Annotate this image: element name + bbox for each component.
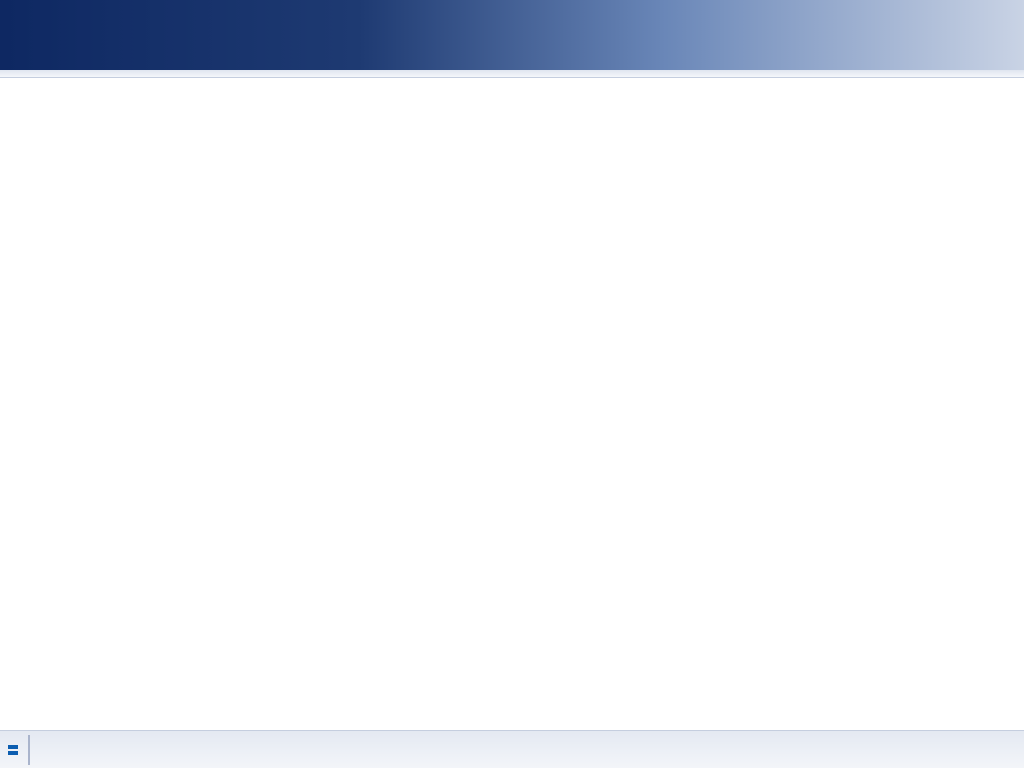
footer: [0, 730, 1024, 768]
comsys-sys: [8, 751, 18, 755]
comsys-logo: [8, 745, 18, 755]
comsys-com: [8, 745, 18, 749]
title-subbar: [0, 70, 1024, 78]
footer-separator: [28, 735, 30, 765]
title-bar: [0, 0, 1024, 70]
diagram-canvas: [0, 78, 1024, 730]
